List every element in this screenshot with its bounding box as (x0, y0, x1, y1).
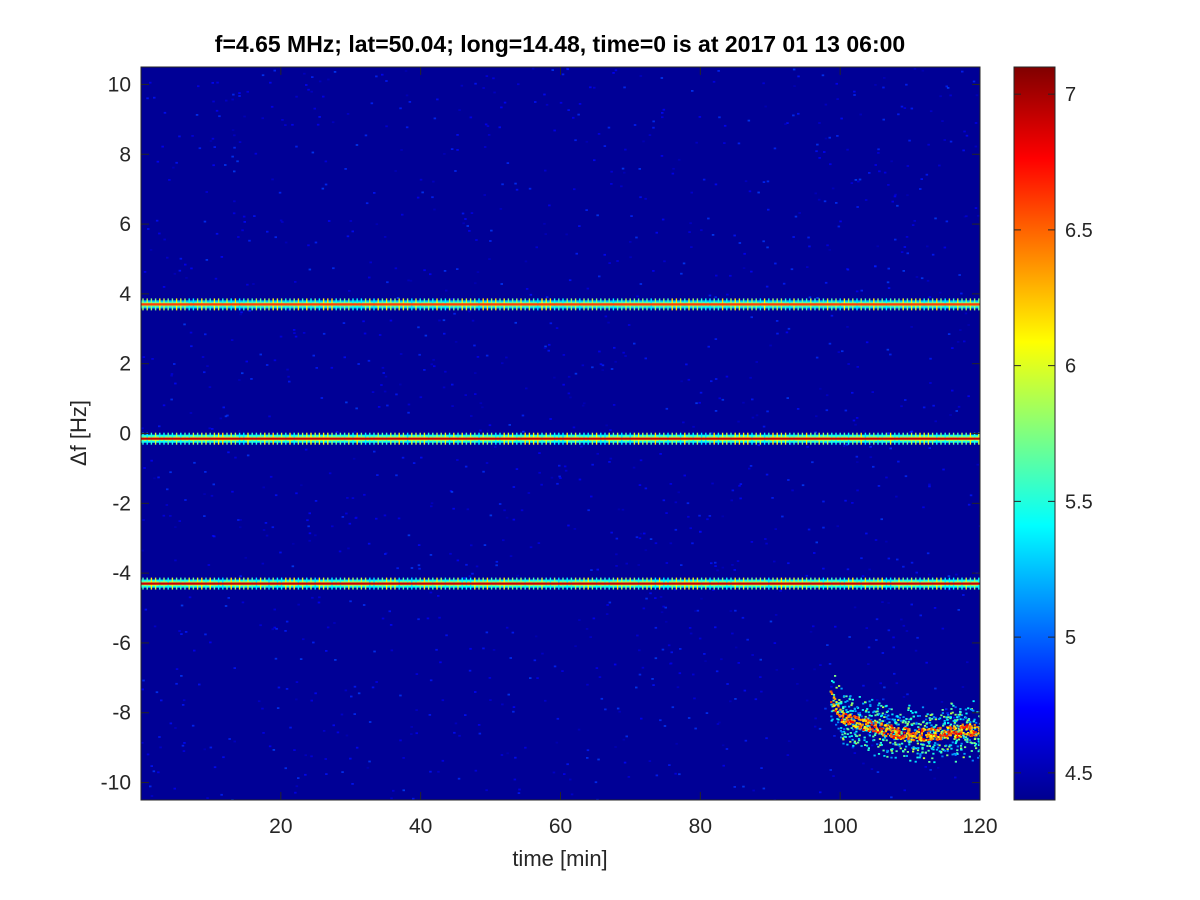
y-tick-label: -8 (112, 702, 131, 725)
colorbar-tick-label: 6.5 (1065, 220, 1093, 242)
colorbar-tick-label: 5 (1065, 627, 1076, 649)
noise-layer (141, 67, 980, 800)
x-tick-label: 80 (689, 815, 712, 838)
x-axis-label: time [min] (512, 846, 607, 871)
y-tick-label: -10 (101, 772, 131, 795)
colorbar-tick-label: 4.5 (1065, 763, 1093, 785)
y-tick-label: 10 (108, 73, 131, 96)
y-tick-label: 8 (119, 143, 131, 166)
trace-0 (141, 298, 980, 311)
colorbar-tick-label: 6 (1065, 356, 1076, 378)
y-axis-label: Δf [Hz] (66, 400, 91, 466)
y-tick-label: 4 (119, 283, 131, 306)
y-tick-label: -4 (112, 562, 131, 585)
plot-area (141, 67, 980, 800)
y-tick-label: -6 (112, 632, 131, 655)
y-tick-label: 6 (119, 213, 131, 236)
colorbar-axis: 4.5 5 5.5 6 6.5 7 (1014, 84, 1093, 785)
x-tick-label: 120 (962, 815, 997, 838)
colorbar (1013, 66, 1056, 801)
y-tick-label: -2 (112, 492, 131, 515)
colorbar-tick-label: 7 (1065, 84, 1076, 106)
trace-3 (829, 675, 980, 764)
y-axis: 10 8 6 4 2 0 -2 -4 -6 -8 -10 (101, 73, 980, 795)
y-tick-label: 0 (119, 423, 131, 446)
trace-1 (141, 432, 980, 445)
x-tick-label: 20 (269, 815, 292, 838)
chart-title: f=4.65 MHz; lat=50.04; long=14.48, time=… (215, 31, 905, 57)
y-tick-label: 2 (119, 353, 131, 376)
colorbar-tick-label: 5.5 (1065, 491, 1093, 513)
x-tick-label: 40 (409, 815, 432, 838)
trace-layer (141, 298, 980, 764)
x-tick-label: 60 (549, 815, 572, 838)
x-tick-label: 100 (823, 815, 858, 838)
x-axis: 20 40 60 80 100 120 (269, 67, 998, 838)
trace-2 (141, 577, 980, 590)
